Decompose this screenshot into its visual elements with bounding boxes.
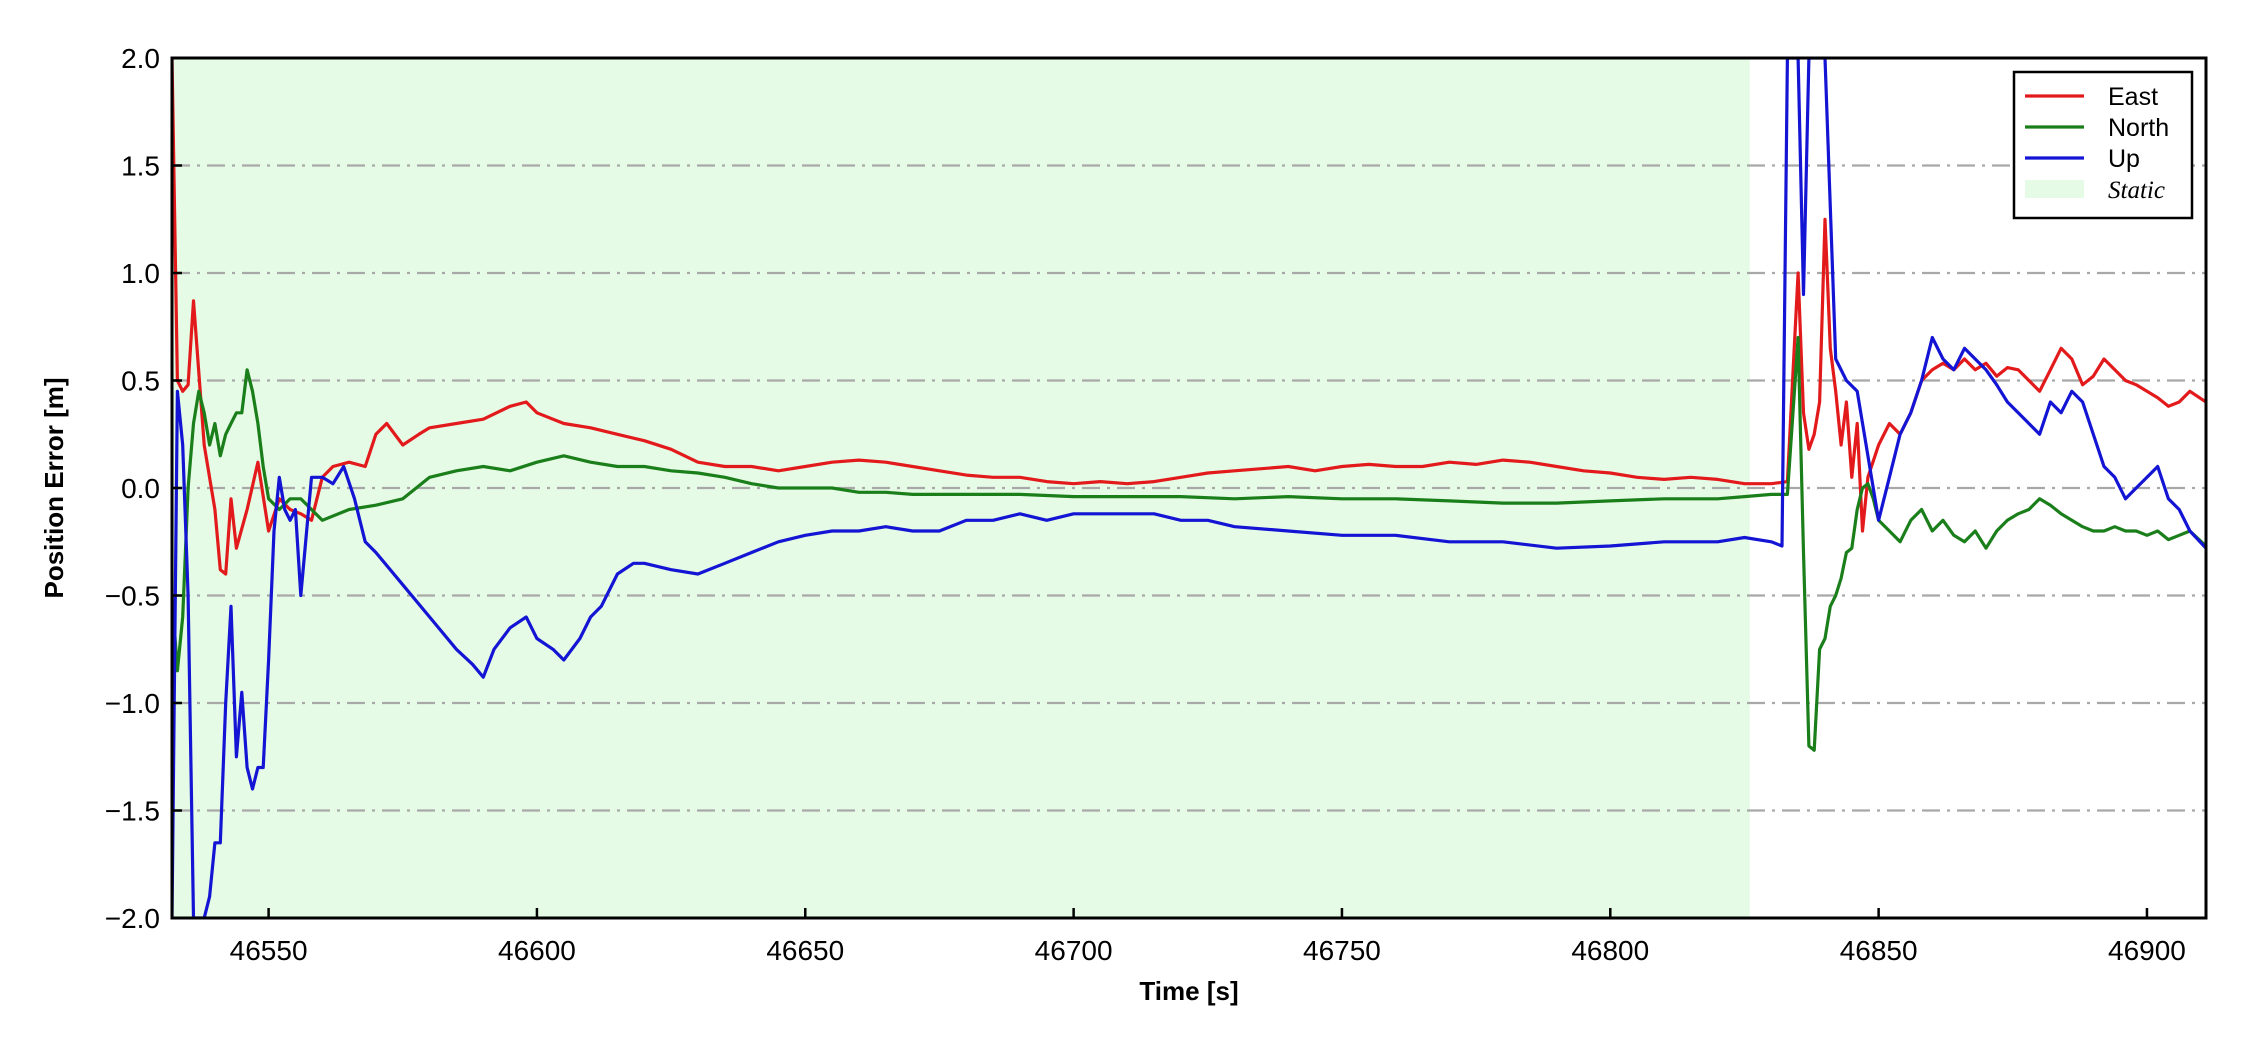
- x-tick-label: 46750: [1303, 935, 1381, 966]
- x-tick-label: 46800: [1571, 935, 1649, 966]
- legend-label-static: Static: [2108, 177, 2165, 204]
- legend: East North Up Static: [2012, 70, 2194, 220]
- legend-swatch-static: [2025, 180, 2084, 198]
- x-axis-title: Time [s]: [1139, 976, 1238, 1006]
- x-tick-label: 46600: [498, 935, 576, 966]
- y-tick-label: 0.5: [121, 366, 160, 397]
- y-tick-label: 1.0: [121, 258, 160, 289]
- x-tick-label: 46650: [766, 935, 844, 966]
- y-tick-label: 1.5: [121, 151, 160, 182]
- series-layer: [172, 58, 2206, 918]
- y-tick-label: −0.5: [105, 581, 160, 612]
- x-tick-label: 46700: [1035, 935, 1113, 966]
- y-tick-label: 2.0: [121, 43, 160, 74]
- x-tick-label: 46850: [1840, 935, 1918, 966]
- x-tick-label: 46550: [230, 935, 308, 966]
- y-tick-label: −1.5: [105, 796, 160, 827]
- x-tick-label: 46900: [2108, 935, 2186, 966]
- legend-label-up: Up: [2108, 145, 2140, 173]
- legend-label-east: East: [2108, 83, 2158, 111]
- series-line-up: [172, 58, 2206, 918]
- axis-ticks: 46550 46600 46650 46700 46750 46800 46850 46900…: [105, 43, 2186, 966]
- y-axis-title: Position Error [m]: [39, 377, 69, 598]
- legend-label-north: North: [2108, 114, 2169, 142]
- series-line-north: [172, 335, 2206, 752]
- y-tick-label: 0.0: [121, 473, 160, 504]
- y-tick-label: −1.0: [105, 688, 160, 719]
- y-tick-label: −2.0: [105, 903, 160, 934]
